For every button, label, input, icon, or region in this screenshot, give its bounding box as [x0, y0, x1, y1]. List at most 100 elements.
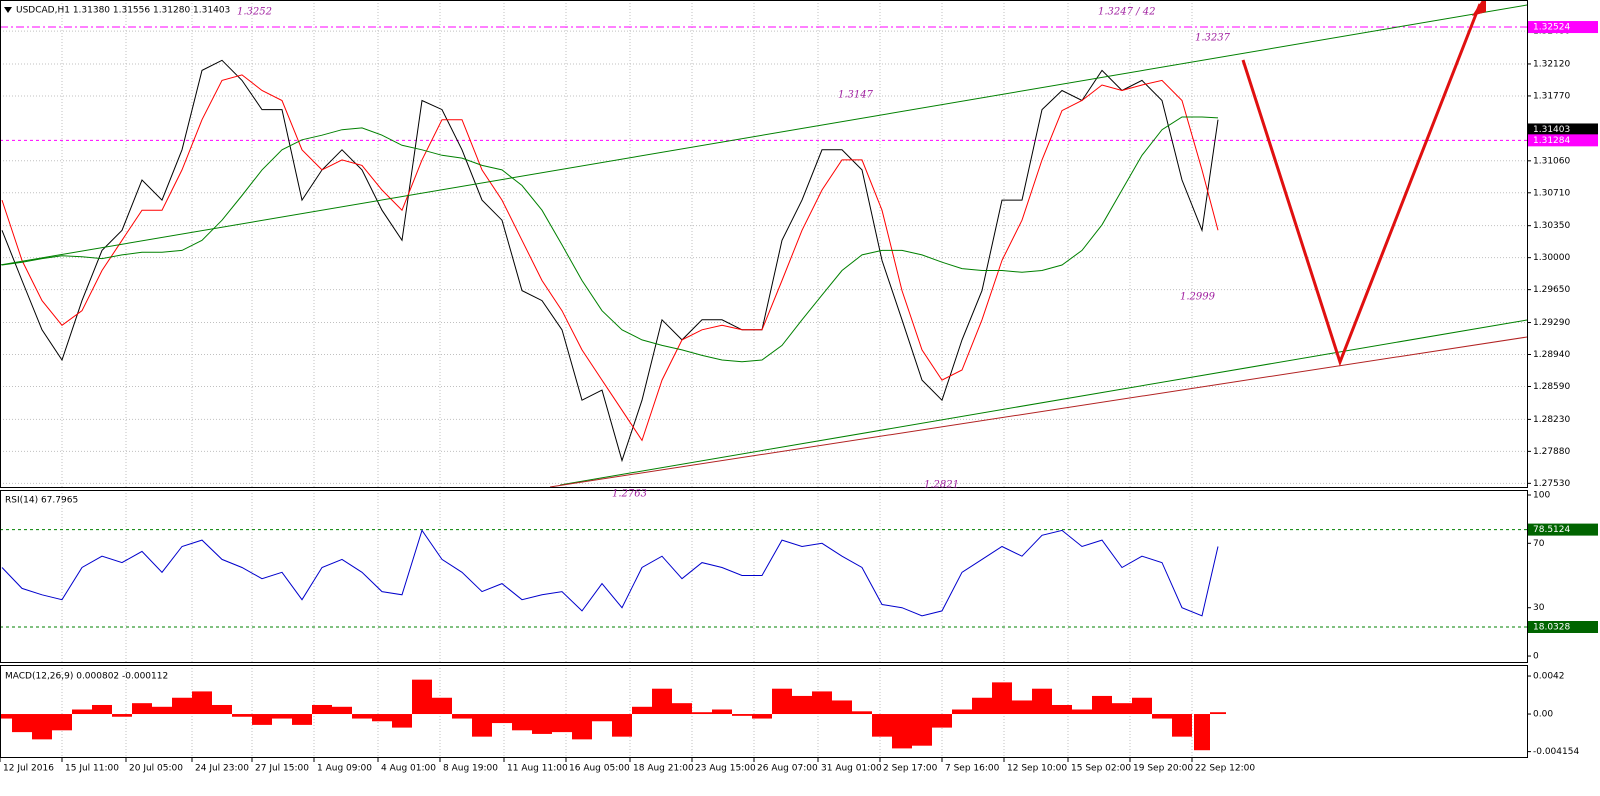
y-tick-label: 0.0042: [1533, 672, 1565, 682]
histogram-bar: [452, 714, 472, 719]
histogram-bar: [12, 714, 32, 733]
histogram-bar: [1132, 697, 1152, 715]
histogram-bar: [852, 711, 872, 715]
level-label: 1.31403: [1533, 125, 1570, 135]
histogram-bar: [492, 714, 512, 724]
x-tick-label: 20 Jul 05:00: [129, 764, 183, 774]
histogram-bar: [552, 714, 572, 733]
x-tick-label: 23 Aug 15:00: [695, 764, 756, 774]
histogram-bar: [672, 703, 692, 715]
panel-title: RSI(14) 67.7965: [5, 496, 78, 506]
histogram-bar: [652, 688, 672, 715]
forecast-arrow: [1241, 3, 1482, 367]
y-tick-label: 1.29650: [1533, 285, 1570, 295]
y-tick-label: 1.28940: [1533, 350, 1570, 360]
level-label: 1.32524: [1533, 23, 1570, 33]
series-line: [1, 116, 1219, 363]
y-tick-label: 1.31770: [1533, 91, 1570, 101]
histogram-bar: [1172, 714, 1192, 737]
y-tick-label: -0.004154: [1533, 747, 1579, 757]
main-panel-frame: [0, 0, 1528, 488]
rsi-panel-frame: [0, 490, 1528, 663]
histogram-bar: [712, 709, 732, 715]
histogram-bar: [392, 714, 412, 728]
y-tick-label: 1.30350: [1533, 221, 1570, 231]
histogram-bar: [532, 714, 552, 734]
histogram-bar: [792, 695, 812, 715]
annotation: 1.3252: [237, 7, 272, 18]
annotation: 1.3247 / 42: [1098, 7, 1155, 18]
level-label-box: [1528, 123, 1598, 136]
histogram-bar: [1052, 704, 1072, 715]
histogram-bar: [252, 714, 272, 725]
histogram-bar: [1072, 709, 1092, 715]
level-label: 1.31284: [1533, 136, 1570, 146]
histogram-bar: [572, 714, 592, 740]
histogram-bar: [432, 697, 452, 715]
x-tick-label: 22 Sep 12:00: [1195, 764, 1255, 774]
histogram-bar: [132, 703, 152, 715]
histogram-bar: [872, 714, 892, 737]
y-tick-label: 1.32120: [1533, 59, 1570, 69]
histogram-bar: [952, 709, 972, 715]
histogram-bar: [1092, 695, 1112, 715]
y-tick-label: 1.30000: [1533, 253, 1570, 263]
trend-line: [559, 319, 1527, 486]
histogram-bar: [512, 714, 532, 731]
panel: [0, 0, 1527, 487]
menu-triangle: [4, 7, 12, 13]
x-tick-label: 2 Sep 17:00: [883, 764, 938, 774]
x-tick-label: 19 Sep 20:00: [1133, 764, 1193, 774]
x-tick-label: 26 Aug 07:00: [757, 764, 818, 774]
histogram-bar: [312, 704, 332, 715]
histogram-bar: [1012, 700, 1032, 715]
histogram-bar: [52, 714, 72, 731]
histogram-bar: [1152, 714, 1172, 719]
x-tick-label: 8 Aug 19:00: [443, 764, 498, 774]
histogram-bar: [972, 697, 992, 715]
y-tick-label: 100: [1533, 490, 1550, 500]
series-line: [1, 74, 1219, 442]
x-tick-label: 15 Sep 02:00: [1071, 764, 1131, 774]
histogram-bar: [832, 700, 852, 715]
x-tick-label: 12 Sep 10:00: [1007, 764, 1067, 774]
histogram-bar: [632, 706, 652, 715]
histogram-bar: [752, 714, 772, 719]
level-label: 78.5124: [1533, 525, 1570, 535]
x-tick-label: 27 Jul 15:00: [255, 764, 309, 774]
histogram-bar: [1210, 712, 1226, 715]
trend-line: [0, 4, 1527, 266]
panel-title: USDCAD,H1 1.31380 1.31556 1.31280 1.3140…: [16, 6, 230, 16]
histogram-bar: [292, 714, 312, 725]
y-tick-label: 30: [1533, 603, 1545, 613]
x-tick-label: 31 Aug 01:00: [821, 764, 882, 774]
histogram-bar: [612, 714, 632, 737]
trend-line: [549, 336, 1527, 487]
x-tick-label: 24 Jul 23:00: [195, 764, 249, 774]
histogram-bar: [592, 714, 612, 722]
histogram-bar: [932, 714, 952, 728]
y-tick-label: 1.27880: [1533, 447, 1570, 457]
histogram-bar: [172, 697, 192, 715]
histogram-bar: [772, 688, 792, 715]
y-tick-label: 1.27530: [1533, 479, 1570, 489]
y-tick-label: 1.30710: [1533, 188, 1570, 198]
x-tick-label: 7 Sep 16:00: [945, 764, 1000, 774]
series-line: [1, 59, 1219, 463]
x-tick-label: 12 Jul 2016: [3, 764, 54, 774]
y-tick-label: 1.28230: [1533, 415, 1570, 425]
histogram-bar: [692, 712, 712, 715]
annotation: 1.3237: [1195, 33, 1231, 44]
histogram-bar: [32, 714, 52, 740]
histogram-bar: [1194, 714, 1210, 751]
x-tick-label: 4 Aug 01:00: [381, 764, 436, 774]
panel: [0, 490, 1527, 662]
histogram-bar: [332, 706, 352, 715]
level-label: 18.0328: [1533, 622, 1570, 632]
y-tick-label: 0.00: [1533, 710, 1553, 720]
level-label-box: [1528, 523, 1598, 536]
histogram-bar: [412, 679, 432, 715]
histogram-bar: [1112, 703, 1132, 715]
histogram-bar: [0, 714, 12, 719]
histogram-bar: [192, 691, 212, 715]
